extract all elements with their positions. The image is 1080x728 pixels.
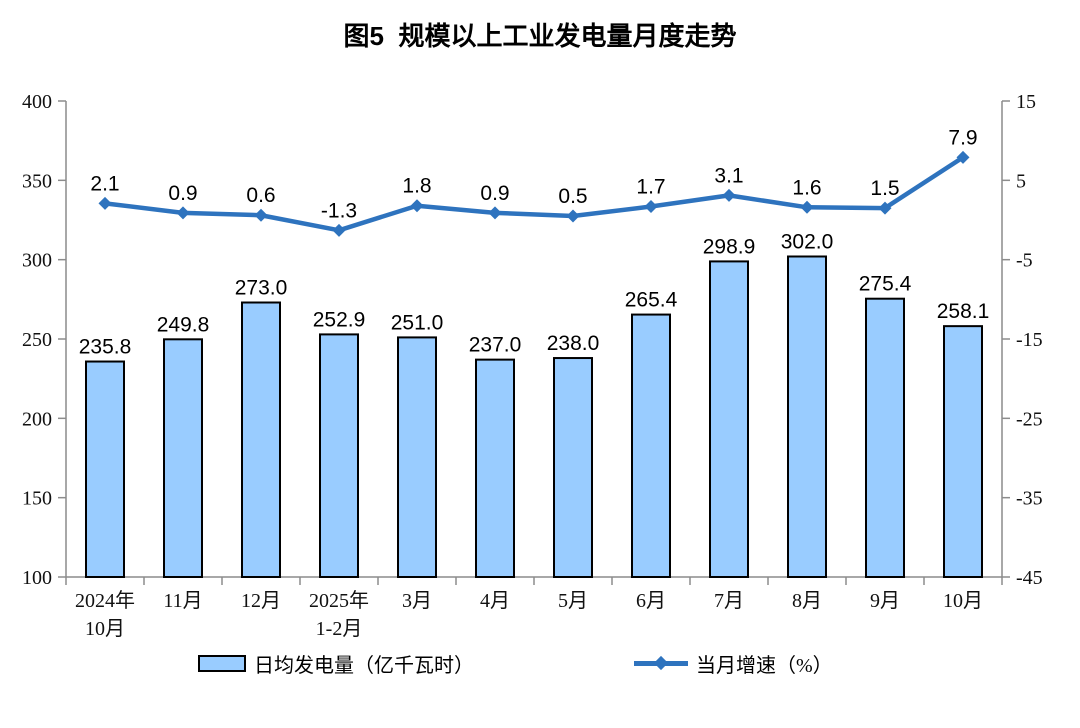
legend-item-line-series: 当月增速（%）	[634, 650, 833, 677]
bar	[319, 333, 359, 579]
x-axis-label: 2025年	[309, 589, 369, 612]
bar	[553, 357, 593, 579]
x-axis-label: 1-2月	[316, 618, 363, 640]
left-axis-tick-label: 400	[22, 91, 52, 113]
line-marker-diamond-icon	[176, 206, 190, 220]
bar-value-label: 273.0	[235, 277, 288, 300]
right-axis-tick-label: -5	[1016, 250, 1033, 272]
right-axis-tick-label: 5	[1016, 170, 1026, 192]
bar-series-swatch	[198, 654, 246, 672]
line-marker-diamond-icon	[800, 200, 814, 214]
line-value-label: 0.5	[558, 185, 587, 208]
bar	[787, 255, 827, 578]
legend-label-bar-series: 日均发电量（亿千瓦时）	[254, 654, 474, 677]
x-axis-label: 3月	[402, 590, 432, 612]
bar-value-label: 238.0	[547, 332, 600, 355]
x-axis-label: 2024年	[75, 589, 135, 612]
bar-value-label: 252.9	[313, 308, 366, 331]
right-axis-tick-label: -25	[1016, 408, 1043, 430]
line-marker-diamond-icon	[98, 196, 112, 210]
bar-value-label: 265.4	[625, 289, 678, 312]
line-marker-diamond-icon	[254, 208, 268, 222]
x-axis-label: 11月	[163, 590, 202, 612]
growth-line	[104, 155, 965, 233]
left-axis-tick-label: 250	[22, 329, 52, 351]
left-axis-tick-label: 300	[22, 250, 52, 272]
right-axis-tick-label: 15	[1016, 91, 1036, 113]
line-marker-diamond-icon	[722, 188, 736, 202]
line-marker-diamond-icon	[878, 201, 892, 215]
line-marker-diamond-icon	[644, 200, 658, 214]
line-value-label: 0.6	[246, 184, 275, 207]
line-value-label: 7.9	[948, 126, 977, 149]
chart-title: 图5 规模以上工业发电量月度走势	[343, 21, 737, 51]
x-axis-label: 6月	[636, 590, 666, 612]
bar-value-label: 298.9	[703, 235, 756, 258]
bar	[709, 260, 749, 578]
line-value-label: 0.9	[480, 182, 509, 205]
bar-value-label: 249.8	[157, 313, 210, 336]
left-axis-tick-label: 350	[22, 170, 52, 192]
line-value-label: 1.7	[636, 176, 665, 199]
x-axis-label: 5月	[558, 590, 588, 612]
x-axis-label: 7月	[714, 590, 744, 612]
x-axis-label: 10月	[943, 590, 983, 612]
diamond-marker-icon	[653, 655, 669, 671]
right-axis-tick-label: -45	[1016, 567, 1043, 589]
right-axis-tick-label: -15	[1016, 329, 1043, 351]
left-axis-tick-label: 200	[22, 408, 52, 430]
x-axis-label: 12月	[241, 590, 281, 612]
bar	[241, 301, 281, 578]
line-marker-diamond-icon	[956, 150, 970, 164]
legend-item-bar-series: 日均发电量（亿千瓦时）	[198, 650, 474, 677]
bar-value-label: 251.0	[391, 311, 444, 334]
bar	[631, 313, 671, 578]
left-axis-tick-label: 100	[22, 567, 52, 589]
bar-value-label: 237.0	[469, 334, 522, 357]
bar-value-label: 258.1	[937, 300, 990, 323]
line-marker-diamond-icon	[410, 199, 424, 213]
bar-value-label: 235.8	[79, 336, 132, 359]
line-value-label: 3.1	[714, 164, 743, 187]
bar	[163, 338, 203, 578]
bar	[85, 360, 125, 578]
line-value-label: 1.8	[402, 175, 431, 198]
line-value-label: 1.5	[870, 177, 899, 200]
line-value-label: 2.1	[90, 172, 119, 195]
legend-label-line-series: 当月增速（%）	[696, 654, 833, 677]
line-marker-diamond-icon	[332, 223, 346, 237]
line-marker-diamond-icon	[566, 209, 580, 223]
bar	[475, 358, 515, 579]
bar	[865, 297, 905, 578]
bar	[397, 336, 437, 578]
left-axis-tick-label: 150	[22, 488, 52, 510]
x-axis-label: 8月	[792, 590, 822, 612]
right-axis-tick-label: -35	[1016, 488, 1043, 510]
bar-value-label: 302.0	[781, 230, 834, 253]
x-axis-label: 9月	[870, 590, 900, 612]
line-value-label: 1.6	[792, 176, 821, 199]
line-value-label: 0.9	[168, 182, 197, 205]
line-marker-diamond-icon	[488, 206, 502, 220]
line-value-label: -1.3	[321, 199, 357, 222]
bar-value-label: 275.4	[859, 273, 912, 296]
bar	[943, 325, 983, 579]
x-axis-label: 4月	[480, 590, 510, 612]
x-axis-label: 10月	[85, 618, 125, 640]
line-series-swatch	[634, 655, 688, 671]
